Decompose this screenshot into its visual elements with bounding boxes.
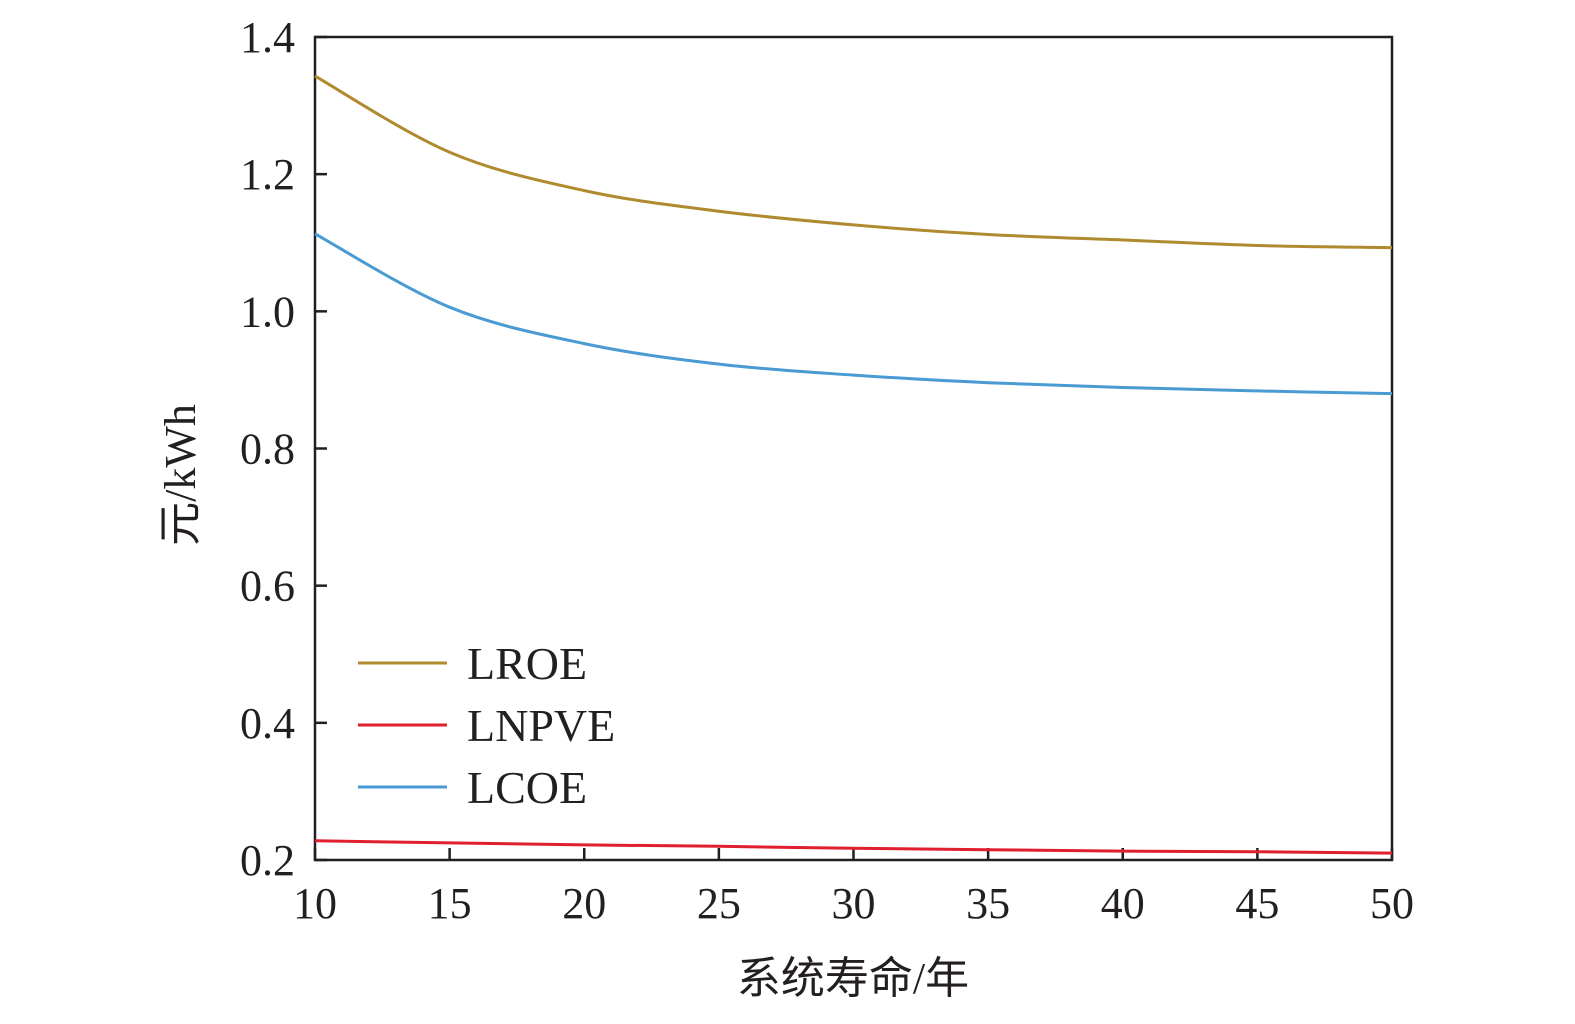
legend-label-lroe: LROE: [467, 638, 587, 689]
y-tick-label: 1.4: [240, 13, 295, 62]
x-tick-label: 25: [697, 879, 741, 928]
x-tick-label: 20: [562, 879, 606, 928]
y-tick-label: 0.6: [240, 562, 295, 611]
y-tick-label: 1.2: [240, 150, 295, 199]
series-line-lnpve: [314, 839, 1393, 855]
x-tick-label: 15: [428, 879, 472, 928]
x-tick-label: 45: [1235, 879, 1279, 928]
x-axis-ticks: 10 15 20 25 30 35 40 45 50: [293, 848, 1414, 928]
legend-label-lnpve: LNPVE: [467, 700, 615, 751]
legend-label-lcoe: LCOE: [467, 762, 587, 813]
y-tick-label: 1.0: [240, 287, 295, 336]
series-line-lroe: [314, 74, 1393, 250]
x-tick-label: 40: [1101, 879, 1145, 928]
series-lines: [314, 74, 1393, 855]
x-axis-title: 系统寿命/年: [737, 954, 969, 1003]
y-tick-label: 0.4: [240, 699, 295, 748]
y-tick-label: 0.8: [240, 425, 295, 474]
y-axis-title: 元/kWh: [156, 404, 205, 546]
legend: LROE LNPVE LCOE: [358, 638, 615, 813]
y-tick-label: 0.2: [240, 836, 295, 885]
x-tick-label: 10: [293, 879, 337, 928]
x-tick-label: 30: [832, 879, 876, 928]
series-line-lcoe: [314, 232, 1393, 396]
y-axis-ticks: 0.2 0.4 0.6 0.8 1.0 1.2 1.4: [240, 13, 327, 885]
x-tick-label: 35: [966, 879, 1010, 928]
x-tick-label: 50: [1370, 879, 1414, 928]
